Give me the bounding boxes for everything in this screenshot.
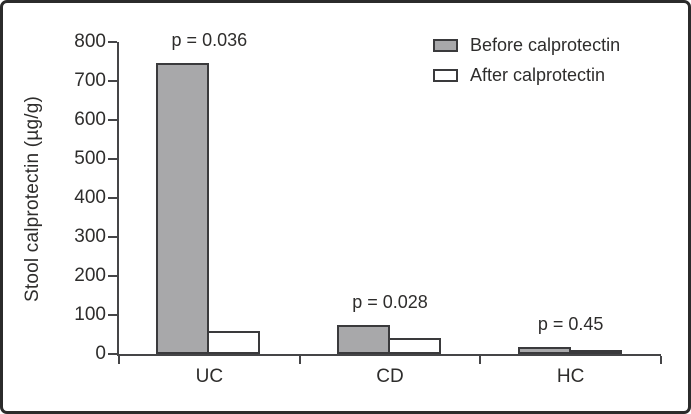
y-tick-label-700: 700 — [74, 70, 106, 91]
p-value-label-cd: p = 0.028 — [352, 292, 428, 312]
y-tick-label-600: 600 — [74, 109, 106, 130]
legend-swatch-after-icon — [433, 69, 458, 82]
y-tick-500 — [108, 158, 117, 160]
y-tick-400 — [108, 197, 117, 199]
p-value-label-uc: p = 0.036 — [171, 30, 248, 50]
y-tick-label-500: 500 — [74, 148, 106, 169]
y-tick-label-200: 200 — [74, 265, 106, 286]
bar-after-uc — [207, 331, 261, 354]
legend-swatch-before-icon — [433, 39, 458, 52]
y-tick-600 — [108, 119, 117, 121]
x-tick-0 — [118, 356, 120, 364]
legend: Before calprotectin After calprotectin — [433, 35, 620, 95]
y-tick-200 — [108, 275, 117, 277]
bar-after-hc — [568, 350, 622, 354]
x-tick-2 — [479, 356, 482, 364]
x-category-label-uc: UC — [195, 366, 224, 387]
x-category-label-cd: CD — [376, 366, 404, 387]
y-tick-0 — [108, 353, 117, 355]
y-tick-label-800: 800 — [74, 31, 106, 52]
p-value-label-hc: p = 0.45 — [537, 314, 604, 334]
y-tick-label-0: 0 — [95, 343, 106, 364]
x-tick-1 — [298, 356, 301, 364]
legend-label-after: After calprotectin — [470, 65, 606, 85]
y-tick-800 — [108, 41, 117, 43]
y-tick-100 — [108, 314, 117, 316]
x-tick-3 — [660, 356, 662, 364]
y-tick-label-100: 100 — [74, 304, 106, 325]
y-axis-title: Stool calprotectin (µg/g) — [22, 95, 43, 303]
bar-before-cd — [337, 325, 390, 354]
y-tick-700 — [108, 80, 117, 82]
bar-after-cd — [388, 338, 441, 354]
y-tick-label-400: 400 — [74, 187, 106, 208]
y-tick-300 — [108, 236, 117, 238]
legend-item-before: Before calprotectin — [433, 35, 620, 56]
bar-before-hc — [517, 347, 571, 354]
y-tick-label-300: 300 — [74, 226, 106, 247]
bar-before-uc — [156, 63, 210, 354]
x-category-label-hc: HC — [556, 366, 585, 387]
legend-item-after: After calprotectin — [433, 65, 620, 86]
plot-area: 0 100 200 300 400 500 600 700 800 UC p = 0.036 CD p … — [74, 30, 662, 387]
legend-label-before: Before calprotectin — [470, 35, 621, 55]
